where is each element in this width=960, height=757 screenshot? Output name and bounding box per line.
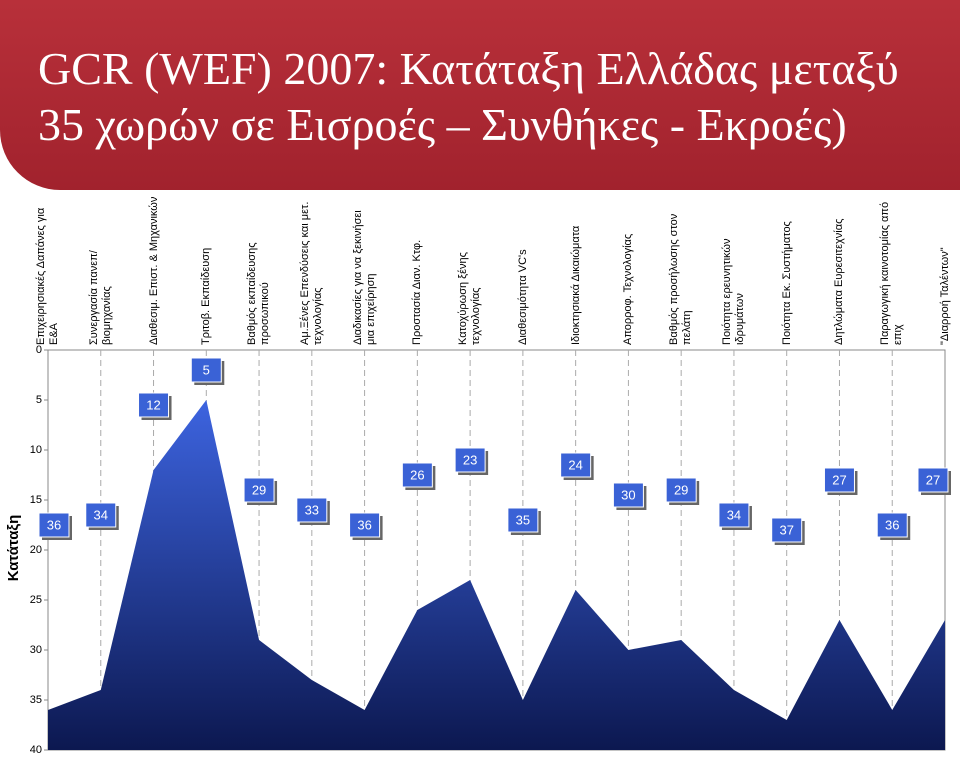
x-tick-label: Τριτοβ. Εκπαίδευση <box>199 247 212 345</box>
data-label: 36 <box>885 517 899 532</box>
y-tick-label: 20 <box>30 544 42 556</box>
y-tick-label: 30 <box>30 644 42 656</box>
x-tick-label: Διαθεσιμότητα VC's <box>516 249 529 345</box>
label-box <box>718 502 750 528</box>
x-tick-label: Συνεργασία πανεπ/βιομηχανίας <box>87 250 113 345</box>
x-tick-label: Ποιότητα ερευνητικών ιδρυμάτων <box>720 238 746 345</box>
data-label: 23 <box>463 452 477 467</box>
y-tick-label: 40 <box>30 744 42 756</box>
label-box <box>454 447 486 473</box>
x-tick-label: Προστασία Διαν. Κτφ. <box>410 239 423 345</box>
x-tick-label: Διαθεσιμ. Επιστ. & Μηχανικών <box>147 196 160 345</box>
data-label: 37 <box>779 522 793 537</box>
title-banner: GCR (WEF) 2007: Κατάταξη Ελλάδας μεταξύ … <box>0 0 960 190</box>
x-tick-label: Κατοχύρωση ξένης τεχνολογίας <box>457 252 483 345</box>
label-box <box>85 502 117 528</box>
y-tick-label: 10 <box>30 444 42 456</box>
x-tick-label: Ιδιοκτησιακά Δικαιώματα <box>569 225 582 345</box>
title-line: GCR (WEF) 2007: Κατάταξη Ελλάδας μεταξύ <box>38 43 899 94</box>
label-box <box>243 477 275 503</box>
label-box <box>138 392 170 418</box>
area <box>48 400 945 750</box>
data-label: 36 <box>357 517 371 532</box>
y-tick-label: 35 <box>30 694 42 706</box>
label-box <box>876 512 908 538</box>
data-label: 27 <box>926 472 940 487</box>
data-label: 12 <box>146 397 160 412</box>
label-box <box>771 517 803 543</box>
label-box <box>823 467 855 493</box>
data-label: 27 <box>832 472 846 487</box>
x-tick-label: Αμ.Ξένες Επενδύσεις και μετ. τεχνολογίας <box>298 201 324 345</box>
y-tick-label: 5 <box>36 394 42 406</box>
x-tick-label: Επιχειρησιακές Δαπάνες για Ε&Α <box>35 207 60 345</box>
x-tick-label: Βαθμός προσήλωσης στον πελάτη <box>668 213 694 345</box>
x-tick-label: Βαθμός εκπαίδευσης προσωπικού <box>246 242 272 345</box>
y-tick-label: 15 <box>30 494 42 506</box>
data-label: 5 <box>203 362 210 377</box>
title-line: 35 χωρών σε Εισροές – Συνθήκες - Εκροές) <box>38 99 847 150</box>
data-label: 34 <box>94 507 108 522</box>
label-box <box>401 462 433 488</box>
x-tick-label: Απορροφ. Τεχνολογίας <box>621 233 634 345</box>
data-label: 36 <box>47 517 61 532</box>
data-label: 24 <box>568 457 582 472</box>
label-box <box>38 512 70 538</box>
data-label: 30 <box>621 487 635 502</box>
data-label: 29 <box>252 482 266 497</box>
y-axis-label: Κατάταξη <box>5 515 22 582</box>
data-label: 35 <box>516 512 530 527</box>
x-tick-label: Διαδικασίες για να ξεκινήσει μια επιχείρ… <box>351 210 377 345</box>
x-tick-label: "Διαρροή Ταλέντων" <box>938 247 951 345</box>
label-box <box>612 482 644 508</box>
label-box <box>190 357 222 383</box>
label-box <box>560 452 592 478</box>
label-box <box>296 497 328 523</box>
x-tick-label: Ποιότητα Εκ. Συστήματος <box>780 221 793 345</box>
label-box <box>507 507 539 533</box>
label-box <box>665 477 697 503</box>
data-label: 33 <box>305 502 319 517</box>
y-tick-label: 25 <box>30 594 42 606</box>
data-label: 34 <box>727 507 741 522</box>
data-label: 29 <box>674 482 688 497</box>
label-box <box>349 512 381 538</box>
x-tick-label: Παραγωγική καινοτομίας από επιχ <box>879 201 905 345</box>
x-tick-label: Δητλώματα Ευρεσιτεχνίας <box>832 218 845 345</box>
y-tick-label: 0 <box>36 344 42 356</box>
data-label: 26 <box>410 467 424 482</box>
label-box <box>917 467 949 493</box>
